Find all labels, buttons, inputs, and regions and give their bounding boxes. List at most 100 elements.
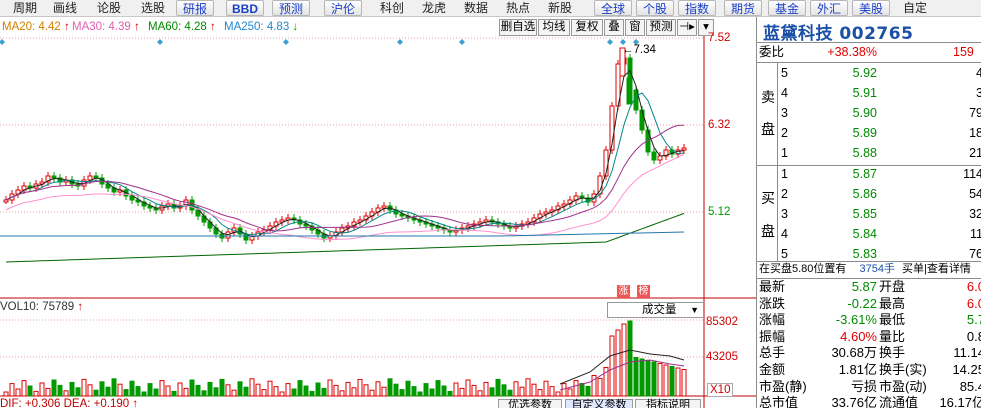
volume-bar	[117, 383, 123, 397]
order-level: 2	[781, 187, 788, 201]
volume-bar	[345, 381, 351, 397]
menu-item-8[interactable]: 科创	[379, 1, 404, 15]
signal-diamond-icon	[0, 39, 5, 45]
buy_orders-row[interactable]: 3 5.85 32	[757, 206, 981, 225]
menu-item-12[interactable]: 新股	[547, 1, 572, 15]
volume-bar	[147, 383, 153, 397]
order-price: 5.84	[852, 227, 877, 241]
volume-ma-line	[559, 359, 685, 391]
stock-title: 蓝黛科技 002765	[763, 24, 914, 44]
volume-bar	[531, 383, 537, 397]
menu-item-4[interactable]: 研报	[176, 0, 214, 16]
price-axis-tick-low: 5.12	[708, 206, 731, 218]
tag-zhang[interactable]: 涨	[617, 285, 630, 298]
candle-body	[657, 155, 663, 161]
ma10-line	[5, 92, 685, 236]
order-price: 5.88	[852, 146, 877, 160]
sell_orders-row[interactable]: 4 5.91 3	[757, 85, 981, 104]
volume-bar	[627, 320, 633, 397]
menu-item-5[interactable]: BBD	[226, 0, 264, 16]
order-level: 3	[781, 207, 788, 221]
top-menu-bar: 周期 画线 论股 选股 研报 BBD 预测 沪伦 科创 龙虎 数据 热点 新股 全球 个股 指数 期货 基金 外汇美…	[0, 0, 981, 17]
order-level: 5	[781, 66, 788, 80]
volume-bar	[453, 382, 459, 397]
buy_orders-row[interactable]: 1 5.87 114	[757, 166, 981, 185]
chart-tool-5[interactable]: 预测	[646, 19, 676, 36]
chart-tool-2[interactable]: 复权	[571, 19, 603, 36]
menu-item-11[interactable]: 热点	[505, 1, 530, 15]
volume-bar	[357, 378, 363, 397]
menu-item-3[interactable]: 选股	[140, 1, 165, 15]
high-price-annotation: ←7.34	[622, 44, 656, 56]
chart-tool-6[interactable]: ⊣▸	[677, 19, 697, 36]
volume-bar	[129, 380, 135, 397]
menu-item-19[interactable]: 美股	[852, 0, 890, 16]
menu-item-15[interactable]: 指数	[678, 0, 716, 16]
volume-bar	[267, 380, 273, 397]
menu-item-10[interactable]: 数据	[463, 1, 488, 15]
volume-axis-tick-mid: 43205	[706, 351, 738, 363]
buy_orders-row[interactable]: 2 5.86 54	[757, 186, 981, 205]
order-level: 3	[781, 106, 788, 120]
indicator-tab-2[interactable]: 指标说明	[635, 399, 701, 408]
stat-label: 振幅	[759, 328, 786, 344]
signal-diamond-icon	[620, 39, 626, 45]
indicator-tab-1[interactable]: 自定义参数	[565, 399, 633, 408]
menu-item-13[interactable]: 全球	[594, 0, 632, 16]
stat-label: 最低	[879, 312, 906, 328]
stat-value: 85.4	[959, 378, 981, 394]
menu-item-17[interactable]: 基金	[768, 0, 806, 16]
kline-chart[interactable]	[0, 0, 756, 408]
tag-bang[interactable]: 榜	[637, 285, 650, 298]
order-volume: 11	[970, 227, 981, 241]
menu-item-7[interactable]: 沪伦	[324, 0, 362, 16]
sell_orders-row[interactable]: 1 5.88 21	[757, 145, 981, 164]
sell_orders-row[interactable]: 3 5.90 79	[757, 105, 981, 124]
sell_orders-row[interactable]: 2 5.89 18	[757, 125, 981, 144]
volume-bar	[591, 375, 597, 397]
chart-tool-4[interactable]: 窗	[625, 19, 645, 36]
menu-item-20[interactable]: 自定	[902, 1, 927, 15]
volume-type-dropdown[interactable]: 成交量 ▼	[607, 302, 704, 318]
volume-bar	[501, 384, 507, 397]
menu-item-18[interactable]: 外汇	[810, 0, 848, 16]
menu-item-6[interactable]: 预测	[272, 0, 310, 16]
volume-bar	[339, 390, 345, 397]
volume-bar	[189, 379, 195, 397]
menu-item-16[interactable]: 期货	[724, 0, 762, 16]
volume-bar	[555, 391, 561, 397]
stat-value: 5.87	[851, 279, 877, 294]
volume-bar	[15, 388, 21, 397]
chart-tool-1[interactable]: 均线	[538, 19, 570, 36]
menu-item-1[interactable]: 画线	[52, 1, 77, 15]
ma5-line	[5, 69, 685, 238]
order-volume: 114	[963, 167, 981, 181]
volume-bar	[297, 380, 303, 397]
menu-item-9[interactable]: 龙虎	[421, 1, 446, 15]
ma-indicator-1: MA30: 4.39 ↑	[72, 21, 140, 33]
volume-bar	[219, 378, 225, 397]
menu-item-14[interactable]: 个股	[636, 0, 674, 16]
weibi-diff: 159	[953, 45, 974, 59]
volume-bar	[567, 388, 573, 397]
order-note[interactable]: 在买盘5.80位置有 3754手 买单|查看详情	[759, 263, 971, 275]
buy_orders-row[interactable]: 5 5.83 76	[757, 246, 981, 265]
volume-bar	[423, 383, 429, 397]
volume-bar	[3, 391, 9, 397]
ma60-line	[5, 212, 685, 263]
indicator-tab-0[interactable]: 优选参数	[498, 399, 562, 408]
volume-ma-line	[559, 349, 685, 385]
volume-bar	[387, 378, 393, 397]
chart-tool-0[interactable]: 删自选	[499, 19, 537, 36]
stat-label: 量比	[879, 328, 906, 344]
sell_orders-row[interactable]: 5 5.92 4	[757, 65, 981, 84]
ma20-line	[5, 124, 685, 232]
menu-item-0[interactable]: 周期	[12, 1, 37, 15]
buy_orders-row[interactable]: 4 5.84 11	[757, 226, 981, 245]
chart-tool-7[interactable]: ▾	[698, 19, 714, 36]
chart-tool-3[interactable]: 叠	[604, 19, 624, 36]
volume-bar	[429, 388, 435, 397]
volume-bar	[525, 378, 531, 397]
stat-label: 流通值	[879, 395, 919, 408]
menu-item-2[interactable]: 论股	[96, 1, 121, 15]
